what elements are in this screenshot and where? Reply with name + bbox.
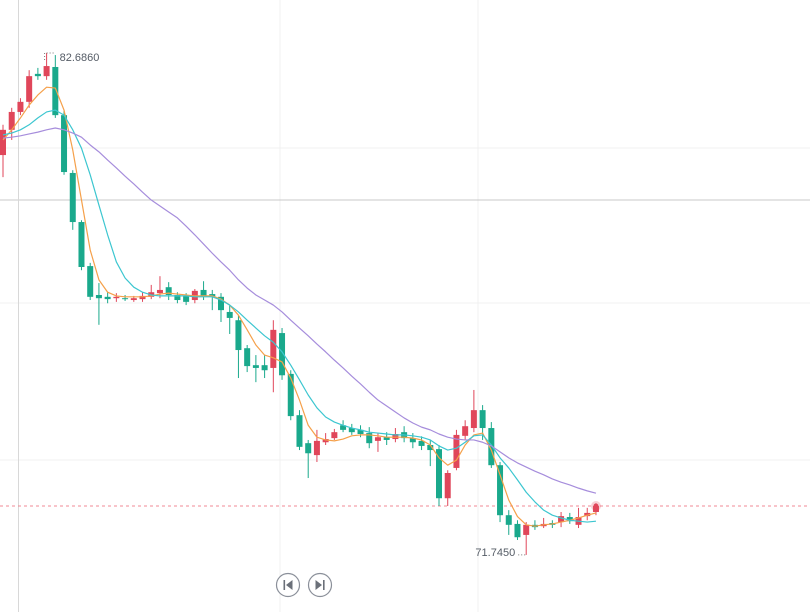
candle-body bbox=[87, 266, 94, 297]
candle-body bbox=[427, 445, 434, 451]
next-button[interactable] bbox=[307, 572, 333, 598]
candle-body bbox=[296, 415, 303, 447]
candle-body bbox=[200, 289, 207, 296]
candle-body bbox=[592, 506, 599, 512]
candle-body bbox=[244, 348, 251, 367]
candle-body bbox=[418, 440, 425, 446]
candle-body bbox=[270, 329, 277, 368]
candle-body bbox=[313, 440, 320, 456]
candle-body bbox=[78, 222, 85, 268]
candle-body bbox=[113, 296, 120, 299]
candle-body bbox=[566, 517, 573, 522]
candle-body bbox=[52, 66, 59, 116]
annotation-label: 82.6860 bbox=[60, 52, 100, 64]
candle-body bbox=[174, 294, 181, 301]
candle-body bbox=[374, 437, 381, 441]
candle-body bbox=[26, 76, 33, 102]
candle-body bbox=[505, 515, 512, 525]
moving-average-line bbox=[2, 127, 597, 494]
candle-body bbox=[357, 429, 364, 434]
playback-controls bbox=[275, 572, 333, 598]
candle-body bbox=[366, 433, 373, 444]
candle-body bbox=[165, 287, 172, 295]
moving-average-line bbox=[2, 86, 597, 527]
next-icon-bar bbox=[323, 580, 325, 590]
candle-body bbox=[218, 296, 224, 311]
candle-body bbox=[444, 472, 451, 499]
candle-body bbox=[252, 365, 259, 368]
candle-body bbox=[0, 129, 6, 156]
candle-body bbox=[322, 439, 329, 443]
candle-body bbox=[479, 410, 486, 429]
candle-body bbox=[470, 410, 477, 429]
candle-body bbox=[279, 333, 286, 376]
candle-body bbox=[104, 296, 111, 300]
candle-body bbox=[130, 298, 137, 301]
candle-body bbox=[383, 437, 390, 440]
annotation-label: 71.7450 bbox=[475, 547, 515, 559]
candle-body bbox=[340, 425, 347, 430]
candle-body bbox=[34, 73, 41, 77]
candle-body bbox=[584, 512, 591, 517]
candle-body bbox=[235, 320, 242, 351]
candle-body bbox=[453, 434, 460, 468]
candle-body bbox=[514, 523, 521, 538]
prev-icon-arrow bbox=[286, 580, 293, 590]
candle-body bbox=[156, 289, 163, 294]
candle-body bbox=[43, 66, 50, 77]
moving-average-line bbox=[2, 109, 597, 523]
candle-body bbox=[305, 443, 312, 454]
candle-body bbox=[61, 115, 68, 173]
candle-body bbox=[139, 295, 146, 300]
candle-body bbox=[69, 172, 76, 223]
next-icon-arrow bbox=[315, 580, 322, 590]
candle-body bbox=[95, 294, 102, 299]
candle-body bbox=[497, 465, 504, 516]
candle-body bbox=[392, 433, 399, 440]
candle-body bbox=[8, 111, 15, 130]
candle-body bbox=[226, 311, 233, 318]
candle-body bbox=[436, 449, 442, 499]
candle-body bbox=[17, 101, 24, 112]
candle-body bbox=[122, 298, 129, 300]
candle-body bbox=[523, 524, 530, 535]
plot-area: 82.6860 71.7450 bbox=[0, 52, 810, 559]
candle-body bbox=[558, 516, 565, 523]
candle-body bbox=[261, 365, 268, 371]
candle-body bbox=[462, 426, 469, 436]
candle-body bbox=[348, 428, 355, 433]
candle-body bbox=[331, 432, 338, 439]
candle-body bbox=[183, 295, 190, 302]
candle-body bbox=[409, 438, 416, 443]
prev-icon-bar bbox=[283, 580, 286, 590]
last-price-dot bbox=[593, 503, 599, 509]
prev-button[interactable] bbox=[275, 572, 301, 598]
candle-body bbox=[287, 373, 294, 417]
